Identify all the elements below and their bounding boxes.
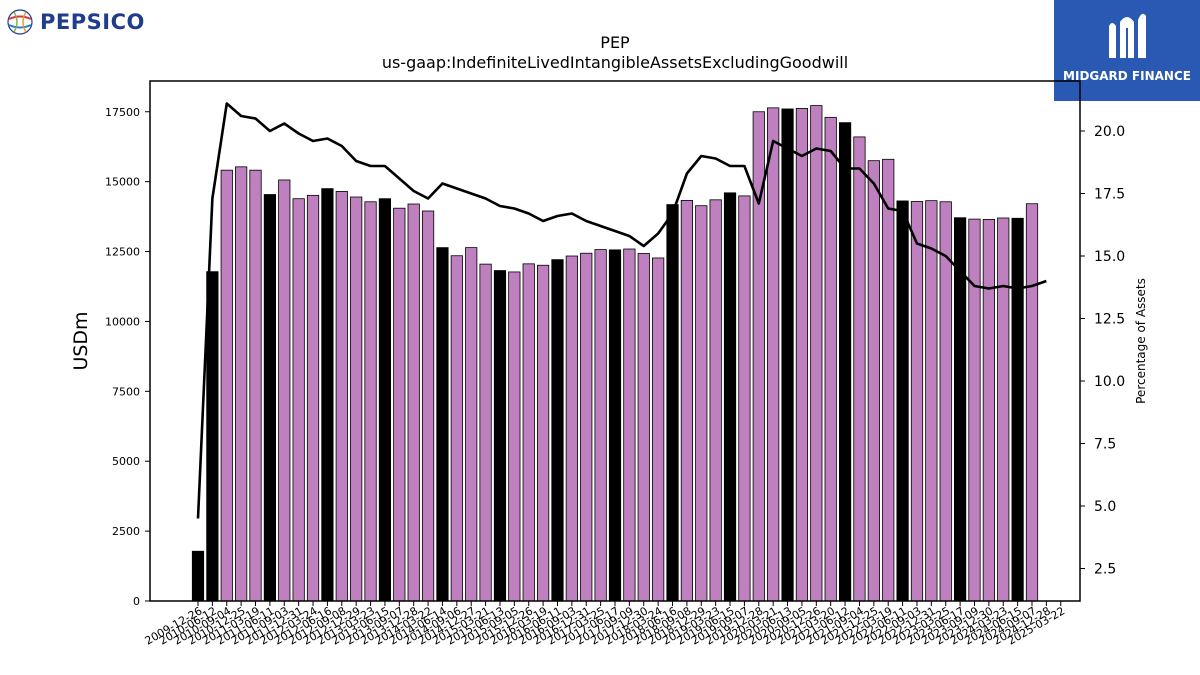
bar-2012-12-29 <box>350 196 363 602</box>
bars-layer <box>191 105 1039 602</box>
bar-2024-06-15 <box>1011 217 1024 602</box>
pepsico-wordmark: PEPSICO <box>40 10 145 34</box>
y-tick-label: 15000 <box>105 176 140 189</box>
y2-axis-label: Percentage of Assets <box>1134 278 1148 404</box>
bar-2020-12-26 <box>810 105 823 602</box>
y2-tick-label: 5.0 <box>1094 499 1116 515</box>
bar-2016-03-19 <box>537 264 550 602</box>
bar-2016-09-03 <box>565 255 578 602</box>
y2-tick-label: 12.5 <box>1094 312 1125 328</box>
y2-tick-label: 17.5 <box>1094 187 1125 203</box>
bar-2024-03-23 <box>997 217 1010 602</box>
bar-2015-06-13 <box>493 270 507 602</box>
bar-2021-03-20 <box>824 116 837 602</box>
bar-2014-09-06 <box>450 255 463 602</box>
bar-2014-06-14 <box>436 247 449 602</box>
bar-2009-12-26 <box>191 550 205 602</box>
bar-2023-09-09 <box>968 218 981 602</box>
bar-2017-12-30 <box>637 253 650 602</box>
bar-2022-12-31 <box>925 200 938 602</box>
percent-line-layer <box>196 102 1047 519</box>
bar-2017-03-25 <box>594 249 607 602</box>
bar-2019-03-23 <box>709 199 722 602</box>
pepsi-globe-icon <box>7 9 33 35</box>
bar-2022-03-19 <box>882 158 895 602</box>
bar-2020-03-21 <box>767 107 780 602</box>
bar-2013-03-23 <box>364 201 377 602</box>
bar-2011-12-31 <box>292 198 305 602</box>
bar-2017-09-09 <box>623 248 636 602</box>
bar-2018-06-16 <box>666 204 679 602</box>
chart-subtitle: us-gaap:IndefiniteLivedIntangibleAssetsE… <box>382 53 848 72</box>
axes-layer: 0 2500 5000 7500 10000 12500 15000 17500 2.5 5.0 7… <box>105 80 1125 648</box>
bar-2010-12-25 <box>235 166 248 602</box>
y-tick-label: 5000 <box>112 455 140 468</box>
bar-2021-09-04 <box>853 136 866 602</box>
bar-2018-03-24 <box>652 257 665 602</box>
y-axis-label: USDm <box>70 311 92 370</box>
bar-2018-12-29 <box>695 205 708 602</box>
bar-2014-12-27 <box>465 247 478 602</box>
bar-2022-06-11 <box>896 200 909 602</box>
bar-2021-06-12 <box>838 122 852 602</box>
midgard-finance-logo: MIDGARD FINANCE <box>1054 0 1200 101</box>
bar-2013-06-15 <box>378 198 392 602</box>
bar-2024-09-07 <box>1025 203 1039 602</box>
bar-2022-09-03 <box>910 201 924 602</box>
y-tick-label: 12500 <box>105 246 140 259</box>
bar-2013-12-28 <box>407 203 420 602</box>
bar-2016-12-31 <box>580 252 593 602</box>
y2-tick-label: 2.5 <box>1094 562 1116 578</box>
y2-tick-label: 10.0 <box>1094 374 1125 390</box>
bar-2011-09-03 <box>278 179 291 602</box>
bar-2015-09-05 <box>508 271 521 602</box>
y-tick-label: 17500 <box>105 106 140 119</box>
bar-2010-09-04 <box>220 169 233 602</box>
bar-2023-12-30 <box>982 218 995 602</box>
bar-2013-09-07 <box>393 207 406 602</box>
bar-2012-09-08 <box>335 191 348 602</box>
bar-2012-03-24 <box>306 194 320 602</box>
percent-of-assets-line <box>196 102 1047 519</box>
midgard-m-icon <box>1109 13 1146 58</box>
y-tick-label: 10000 <box>105 315 140 328</box>
bar-2020-06-13 <box>781 108 794 602</box>
bar-2015-12-26 <box>522 263 535 602</box>
bar-2017-06-17 <box>608 249 622 602</box>
y-tick-label: 2500 <box>112 525 140 538</box>
bar-2016-06-11 <box>551 259 564 602</box>
chart-title: PEP <box>600 33 630 52</box>
bar-2015-03-21 <box>479 263 492 602</box>
bar-2020-09-05 <box>795 108 809 602</box>
y2-tick-label: 15.0 <box>1094 249 1125 265</box>
midgard-wordmark: MIDGARD FINANCE <box>1063 69 1191 83</box>
bar-2018-09-08 <box>680 199 694 602</box>
y2-tick-label: 20.0 <box>1094 124 1125 140</box>
bar-2010-06-12 <box>206 271 219 602</box>
y-tick-label: 0 <box>133 595 140 608</box>
bar-2012-06-16 <box>321 188 334 602</box>
bar-2019-06-15 <box>723 192 737 602</box>
bar-2011-03-19 <box>249 169 262 602</box>
bar-2021-12-25 <box>867 160 880 602</box>
y2-tick-label: 7.5 <box>1094 437 1116 453</box>
pepsico-logo: PEPSICO <box>6 8 145 36</box>
bar-2011-06-11 <box>263 194 277 602</box>
bar-2019-09-07 <box>738 195 751 602</box>
bar-2014-03-22 <box>421 210 435 602</box>
y-tick-label: 7500 <box>112 385 140 398</box>
